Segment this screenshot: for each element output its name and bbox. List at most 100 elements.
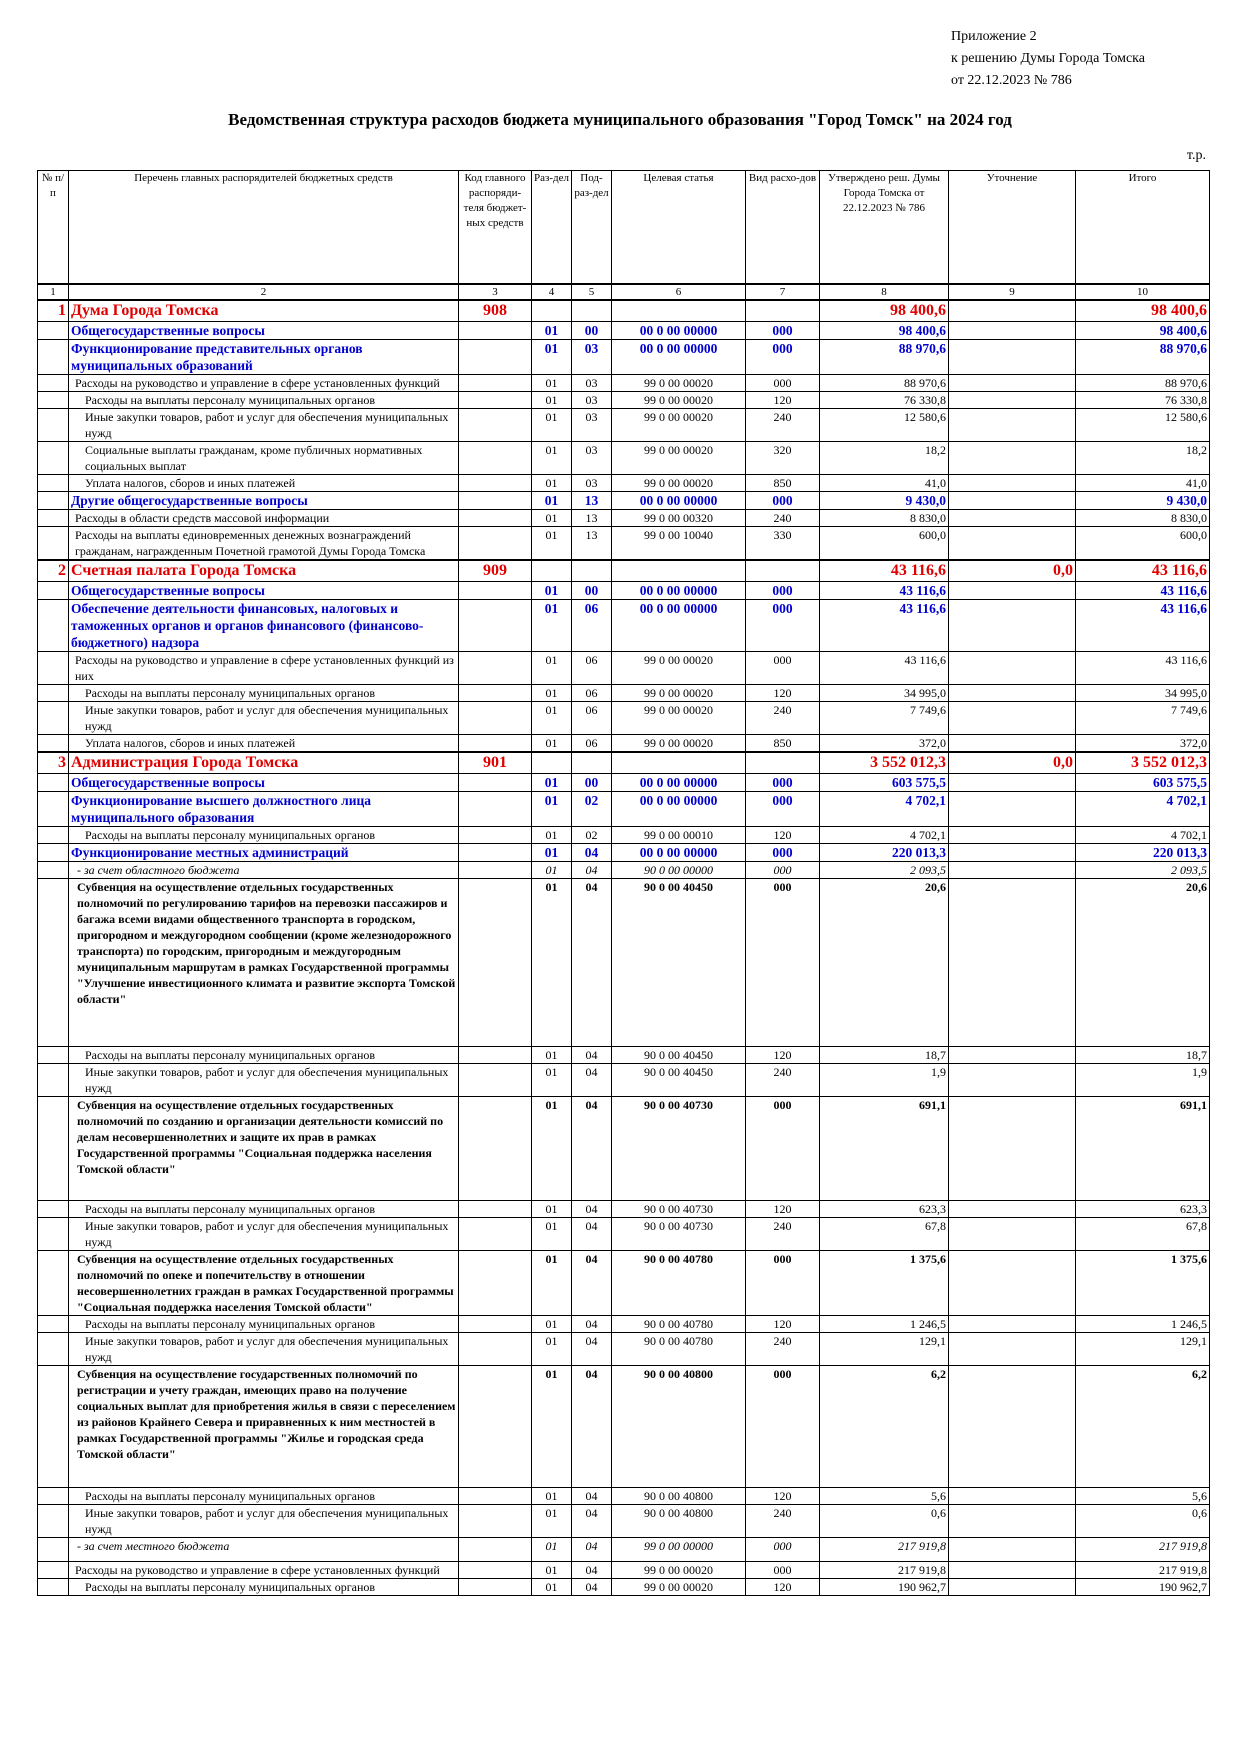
cell: 00 0 00 00000 [611,321,746,340]
cell: 01 [531,581,572,600]
cell: 03 [571,441,612,475]
cell: 000 [745,374,820,392]
cell [458,441,532,475]
cell: Расходы на выплаты персоналу муниципальн… [68,1487,459,1505]
table-row: Общегосударственные вопросы 01 00 00 0 00 0… [37,321,1210,340]
number-row: 1 2 3 4 5 6 7 8 9 10 [37,283,1210,301]
cell: 04 [571,1365,612,1488]
cell: 320 [745,441,820,475]
cell: 2 [37,559,69,582]
cell: 000 [745,1561,820,1579]
cell [37,1096,69,1201]
cell: 000 [745,1096,820,1201]
cell [948,701,1076,735]
cell: 00 0 00 00000 [611,791,746,827]
appendix-block: Приложение 2 к решению Думы Города Томск… [951,26,1145,92]
cell: 90 0 00 00000 [611,861,746,879]
cell: 12 580,6 [819,408,949,442]
cell: 01 [531,1561,572,1579]
decision-date: от 22.12.2023 № 786 [951,73,1072,88]
cell: 01 [531,701,572,735]
cell [458,1096,532,1201]
cell: 01 [531,861,572,879]
cell: 01 [531,321,572,340]
cell [458,1046,532,1064]
cell: 90 0 00 40730 [611,1217,746,1251]
cell [458,843,532,862]
cell: 000 [745,1537,820,1562]
cell: 603 575,5 [819,773,949,792]
header-row: № п/п Перечень главных распорядителей бюд… [37,170,1210,285]
cell: 600,0 [819,526,949,561]
cell [458,1365,532,1488]
cell [948,1096,1076,1201]
cell: 99 0 00 00020 [611,701,746,735]
cell [611,751,746,774]
cell: Обеспечение деятельности финансовых, нал… [68,599,459,652]
cell: 330 [745,526,820,561]
cell [458,1250,532,1316]
cell: 01 [531,474,572,492]
cell [948,1537,1076,1562]
cell: 4 702,1 [819,791,949,827]
cell: 4 702,1 [819,826,949,844]
cell: 600,0 [1075,526,1210,561]
table-row: Иные закупки товаров, работ и услуг для … [37,1063,1210,1097]
cell: - за счет местного бюджета [68,1537,459,1562]
cell [948,1200,1076,1218]
cell [458,1315,532,1333]
cell: Уплата налогов, сборов и иных платежей [68,734,459,753]
cell [37,374,69,392]
cell: 5 [571,283,612,301]
cell: 01 [531,826,572,844]
table-row: Субвенция на осуществление отдельных гос… [37,878,1210,1047]
cell [458,599,532,652]
cell: 120 [745,826,820,844]
cell: 7 749,6 [1075,701,1210,735]
table-row: Расходы на выплаты персоналу муниципальн… [37,1578,1210,1596]
cell [37,1504,69,1538]
cell: 99 0 00 00020 [611,734,746,753]
cell [948,773,1076,792]
cell: 04 [571,843,612,862]
cell: Общегосударственные вопросы [68,773,459,792]
cell [458,773,532,792]
cell [745,299,820,322]
cell [37,509,69,527]
cell [571,751,612,774]
cell: 217 919,8 [1075,1537,1210,1562]
cell [37,878,69,1047]
cell: 01 [531,651,572,685]
table-row: Субвенция на осуществление государственн… [37,1365,1210,1488]
cell: 01 [531,1063,572,1097]
cell: 01 [531,1487,572,1505]
cell: 9 430,0 [1075,491,1210,510]
table-row: Расходы на выплаты персоналу муниципальн… [37,684,1210,702]
cell: 000 [745,843,820,862]
cell: 99 0 00 00000 [611,1537,746,1562]
cell: Расходы на выплаты единовременных денежн… [68,526,459,561]
cell: 5,6 [819,1487,949,1505]
cell: Функционирование местных администраций [68,843,459,862]
cell: Субвенция на осуществление отдельных гос… [68,1250,459,1316]
cell: 01 [531,1200,572,1218]
cell: 04 [571,1332,612,1366]
cell: Иные закупки товаров, работ и услуг для … [68,1332,459,1366]
cell: 240 [745,1217,820,1251]
cell: 01 [531,339,572,375]
cell: 01 [531,1096,572,1201]
cell: 04 [571,1504,612,1538]
cell: 90 0 00 40450 [611,1046,746,1064]
cell [948,299,1076,322]
cell: 90 0 00 40800 [611,1487,746,1505]
cell [948,339,1076,375]
cell [948,861,1076,879]
cell: 18,2 [1075,441,1210,475]
table-row: Функционирование представительных органо… [37,339,1210,375]
cell [458,321,532,340]
cell [458,491,532,510]
cell: 000 [745,581,820,600]
cell: 03 [571,339,612,375]
cell: 43 116,6 [1075,559,1210,582]
cell: 3 552 012,3 [1075,751,1210,774]
